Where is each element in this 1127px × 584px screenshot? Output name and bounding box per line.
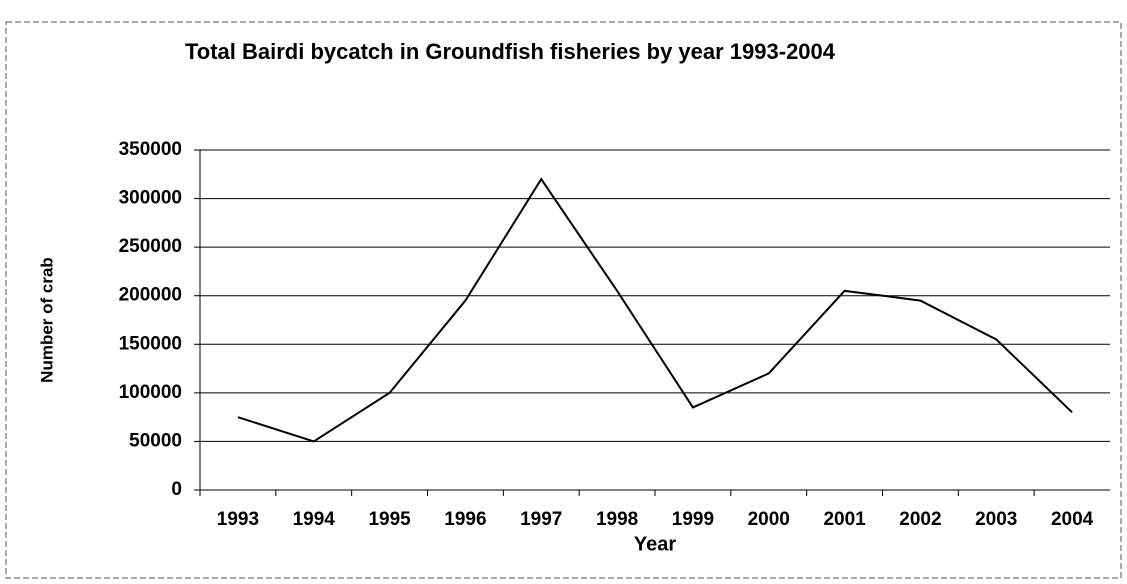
y-axis-title: Number of crab: [37, 257, 56, 383]
x-tick-label: 1993: [217, 509, 259, 530]
y-tick-label: 250000: [119, 236, 182, 257]
x-axis-title: Year: [634, 533, 676, 555]
x-tick-label: 2000: [748, 509, 790, 530]
x-tick-label: 2002: [899, 509, 941, 530]
chart-border: [5, 21, 1122, 579]
x-tick-label: 1996: [444, 509, 486, 530]
y-tick-label: 100000: [119, 382, 182, 403]
x-tick-label: 2001: [823, 509, 866, 530]
x-tick-label: 1999: [672, 509, 714, 530]
chart-title: Total Bairdi bycatch in Groundfish fishe…: [184, 39, 836, 64]
y-tick-label: 0: [171, 479, 182, 500]
y-tick-label: 350000: [119, 139, 182, 160]
x-tick-label: 1995: [368, 509, 411, 530]
y-tick-label: 150000: [119, 333, 182, 354]
y-tick-label: 300000: [119, 188, 182, 209]
x-tick-label: 2004: [1051, 509, 1094, 530]
y-tick-label: 50000: [129, 430, 182, 451]
x-tick-label: 1994: [293, 509, 336, 530]
x-tick-label: 2003: [975, 509, 1017, 530]
x-tick-label: 1998: [596, 509, 638, 530]
y-tick-label: 200000: [119, 285, 182, 306]
x-tick-label: 1997: [520, 509, 562, 530]
data-line: [237, 177, 1073, 443]
